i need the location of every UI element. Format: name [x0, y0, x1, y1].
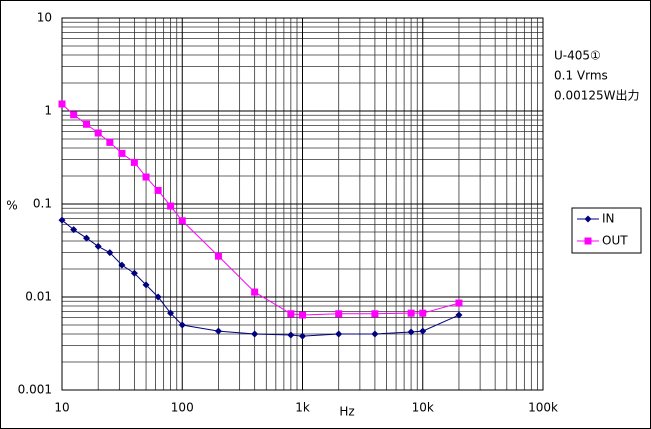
marker: [106, 249, 114, 257]
marker: [371, 330, 379, 338]
marker: [455, 311, 463, 319]
marker: [83, 120, 91, 128]
marker: [83, 234, 91, 242]
marker: [58, 216, 66, 224]
annotation: U-405①: [554, 49, 601, 63]
marker: [287, 310, 295, 318]
marker: [407, 328, 415, 336]
marker: [299, 311, 306, 319]
legend-box: [571, 207, 642, 254]
marker: [94, 129, 102, 137]
marker: [251, 288, 259, 296]
marker: [335, 330, 343, 338]
marker: [251, 330, 259, 338]
legend-marker: [584, 237, 592, 245]
y-tick-label: 1: [44, 104, 52, 118]
marker: [70, 111, 78, 119]
marker: [214, 327, 222, 335]
marker: [118, 149, 126, 157]
marker: [70, 226, 78, 234]
marker: [167, 309, 175, 317]
x-tick-label: 100: [171, 401, 194, 415]
marker: [118, 261, 126, 269]
y-tick-label: 0.1: [33, 197, 52, 211]
marker: [167, 202, 175, 210]
x-tick-label: 1k: [295, 401, 310, 415]
marker: [419, 327, 427, 335]
x-tick-label: 10: [54, 401, 69, 415]
marker: [214, 252, 222, 260]
legend-label: OUT: [602, 234, 628, 248]
legend-marker: [584, 215, 592, 223]
legend: IN OUT: [571, 207, 642, 254]
marker: [407, 309, 415, 317]
marker: [455, 299, 463, 307]
legend-label: IN: [602, 212, 615, 226]
marker: [142, 173, 150, 181]
x-axis-label: Hz: [339, 405, 354, 419]
y-tick-label: 0.01: [25, 290, 52, 304]
marker: [130, 269, 138, 277]
plot-border: [61, 17, 544, 391]
marker: [154, 186, 162, 194]
marker: [178, 321, 186, 329]
x-tick-label: 100k: [528, 401, 558, 415]
marker: [106, 138, 114, 146]
marker: [178, 217, 186, 225]
marker: [335, 310, 343, 318]
marker: [142, 281, 150, 289]
marker: [299, 332, 306, 340]
x-tick-label: 10k: [412, 401, 434, 415]
annotation: 0.1 Vrms: [554, 69, 608, 83]
marker: [154, 293, 162, 301]
marker: [130, 158, 138, 166]
marker: [419, 309, 427, 317]
y-tick-label: 0.001: [18, 383, 52, 397]
y-axis-label: %: [6, 199, 17, 213]
marker: [287, 331, 295, 339]
marker: [371, 310, 379, 318]
annotation: 0.00125W出力: [554, 89, 640, 103]
y-tick-label: 10: [37, 11, 52, 25]
marker: [94, 242, 102, 250]
marker: [58, 100, 66, 108]
